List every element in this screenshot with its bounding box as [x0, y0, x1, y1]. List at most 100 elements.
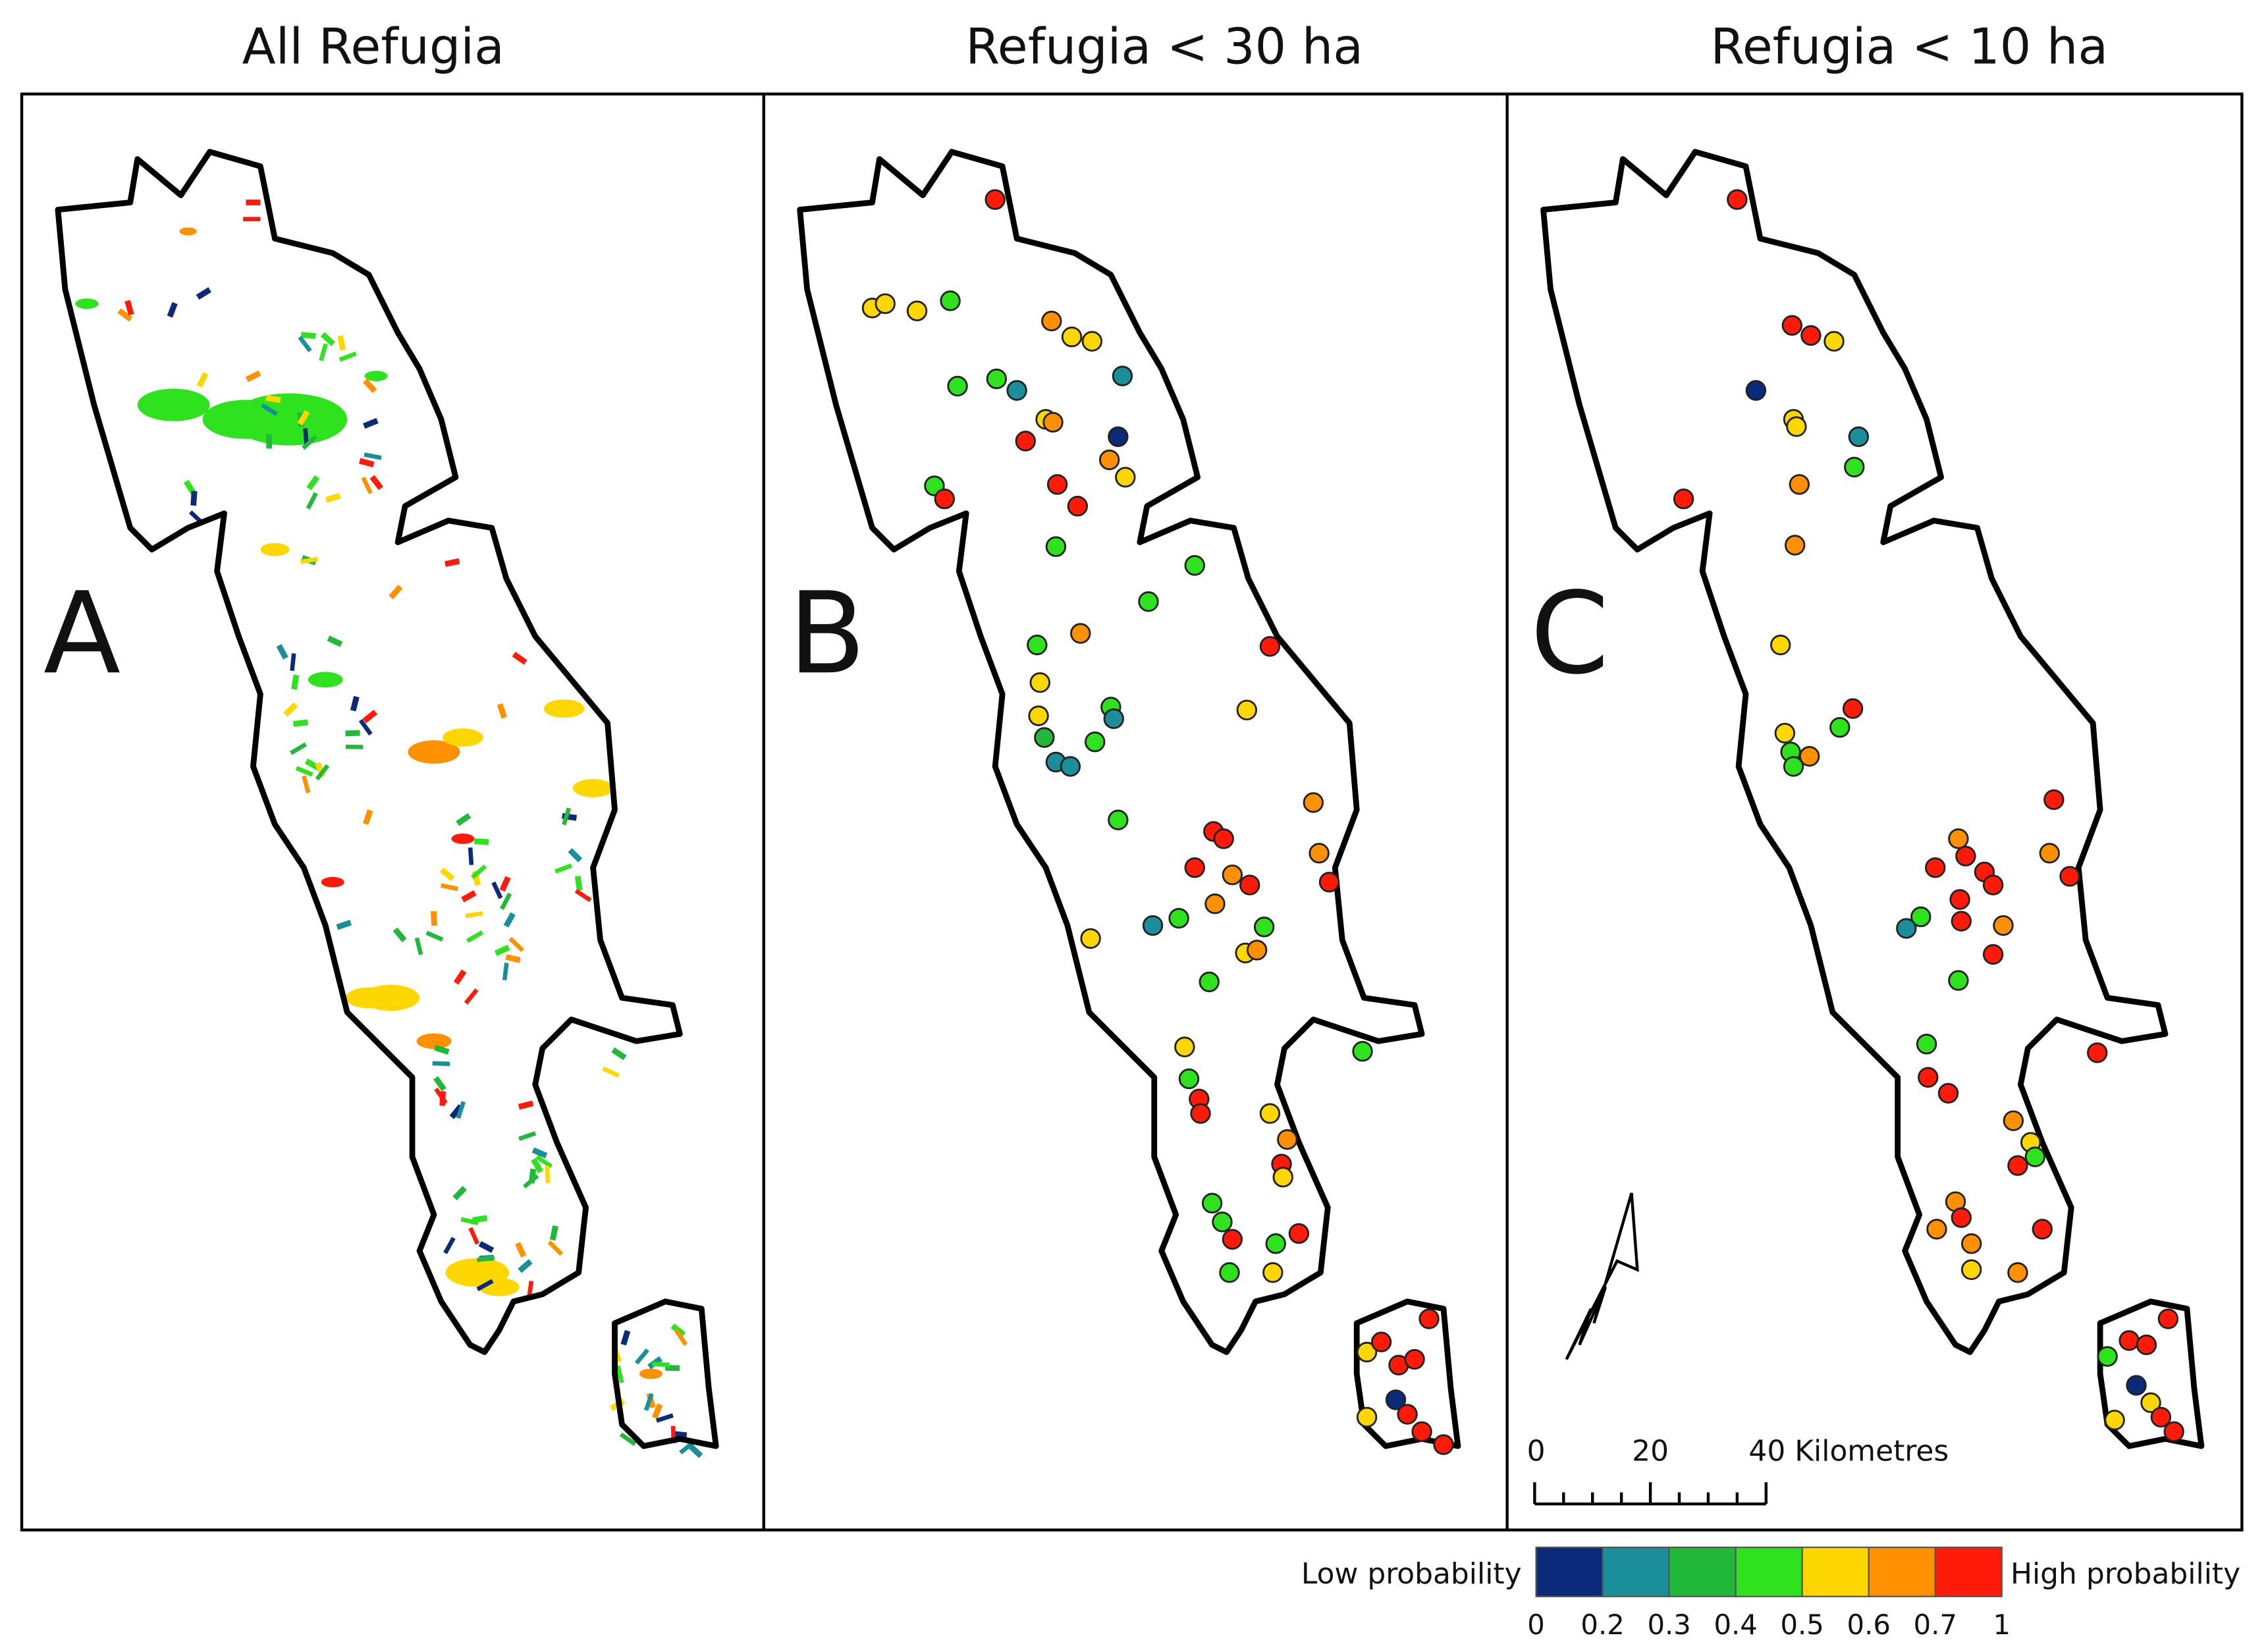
- legend-swatch: [1735, 1546, 1803, 1597]
- refugia-patch: [505, 954, 521, 963]
- refugia-patch: [260, 543, 290, 556]
- refugia-patch: [443, 1237, 456, 1254]
- refugia-patch: [433, 1076, 446, 1092]
- refugia-point: [1916, 1034, 1937, 1055]
- refugia-point: [1222, 865, 1243, 886]
- refugia-point: [1219, 1262, 1240, 1283]
- refugia-point: [1190, 1103, 1211, 1124]
- refugia-point: [1060, 756, 1081, 777]
- refugia-point: [1041, 310, 1062, 332]
- refugia-point: [1272, 1167, 1293, 1188]
- panel: Refugia < 10 ha C 0 20 40 Kilometres: [1527, 18, 2201, 1506]
- refugia-patch: [265, 394, 281, 404]
- refugia-patch: [117, 308, 133, 322]
- refugia-patch: [523, 1174, 539, 1189]
- refugia-patch: [359, 458, 375, 467]
- refugia-patch: [616, 1365, 624, 1383]
- refugia-point: [2119, 1330, 2140, 1351]
- refugia-patch: [306, 475, 320, 491]
- legend: Low probability High probability 0 0.2 0.3…: [1301, 1546, 2240, 1641]
- refugia-point: [1309, 843, 1330, 864]
- refugia-point: [1080, 928, 1101, 949]
- legend-swatch: [1535, 1546, 1604, 1597]
- refugia-point: [1951, 1207, 1972, 1229]
- refugia-patch: [321, 876, 344, 888]
- refugia-point: [1356, 1406, 1378, 1428]
- refugia-point: [1352, 1041, 1373, 1062]
- refugia-point: [1174, 1036, 1195, 1057]
- refugia-patch: [476, 1279, 494, 1292]
- refugia-point: [2039, 843, 2060, 864]
- refugia-point: [1385, 1389, 1407, 1410]
- refugia-point: [2163, 1421, 2184, 1443]
- refugia-patch: [362, 709, 378, 724]
- legend-swatch: [1602, 1546, 1670, 1597]
- refugia-patch: [300, 332, 316, 339]
- refugia-patch: [425, 930, 444, 942]
- refugia-point: [1982, 874, 2004, 895]
- refugia-patch: [290, 653, 296, 672]
- refugia-patch: [300, 556, 319, 564]
- refugia-patch: [518, 1259, 533, 1273]
- refugia-point: [1045, 536, 1067, 557]
- refugia-patch: [464, 988, 479, 1005]
- refugia-point: [1277, 1129, 1298, 1150]
- refugia-point: [1948, 970, 1969, 991]
- refugia-patch: [651, 1403, 663, 1419]
- refugia-patch: [346, 987, 392, 1009]
- legend-swatch: [1868, 1546, 1936, 1597]
- refugia-point: [906, 300, 928, 321]
- refugia-patch: [196, 371, 209, 388]
- refugia-patch: [562, 807, 572, 826]
- refugia-point: [875, 293, 896, 314]
- refugia-point: [1098, 449, 1120, 471]
- refugia-patch: [531, 1147, 548, 1159]
- refugia-point: [2007, 1262, 2028, 1283]
- refugia-point: [1184, 857, 1205, 878]
- refugia-patch: [363, 417, 379, 429]
- refugia-patch: [518, 1100, 534, 1110]
- refugia-point: [1842, 698, 1864, 719]
- refugia-point: [1067, 496, 1089, 517]
- refugia-point: [1178, 1068, 1200, 1090]
- refugia-patch: [408, 740, 460, 764]
- refugia-patch: [474, 838, 489, 845]
- refugia-point: [1949, 889, 1970, 910]
- refugia-patch: [572, 779, 614, 797]
- refugia-point: [1029, 672, 1050, 693]
- refugia-patch: [434, 1087, 448, 1105]
- refugia-patch: [295, 766, 313, 777]
- panel: All Refugia A: [43, 18, 716, 1458]
- refugia-point: [1418, 1308, 1440, 1329]
- refugia-patch: [320, 332, 336, 346]
- refugia-point: [2097, 1346, 2118, 1367]
- refugia-patch: [304, 758, 321, 771]
- refugia-point: [1027, 634, 1048, 656]
- refugia-points: [1673, 189, 2184, 1443]
- refugia-point: [1259, 1103, 1281, 1124]
- legend-break: 0.6: [1847, 1609, 1891, 1641]
- refugia-patch: [124, 300, 134, 316]
- refugia-point: [2087, 1042, 2108, 1063]
- refugia-patch: [508, 936, 524, 952]
- refugia-patch: [337, 335, 346, 351]
- panel-title: Refugia < 30 ha: [965, 18, 1363, 76]
- refugia-patch: [431, 911, 437, 926]
- refugia-point: [1168, 907, 1189, 929]
- refugia-patch: [414, 937, 423, 955]
- refugia-point: [940, 290, 961, 311]
- refugia-patch: [456, 1101, 466, 1119]
- refugia-point: [2126, 1375, 2147, 1396]
- refugia-patch: [336, 919, 352, 930]
- refugia-point: [1786, 416, 1807, 437]
- refugia-point: [1081, 331, 1103, 352]
- refugia-patch: [499, 892, 512, 911]
- refugia-patch: [196, 287, 212, 300]
- legend-high: High probability: [2011, 1557, 2240, 1591]
- refugia-patch: [602, 1066, 620, 1078]
- refugia-patch: [325, 492, 341, 503]
- refugia-patch: [298, 336, 312, 353]
- refugia-point: [1212, 1211, 1233, 1233]
- refugia-point: [1781, 315, 1803, 336]
- refugia-point: [1184, 555, 1205, 576]
